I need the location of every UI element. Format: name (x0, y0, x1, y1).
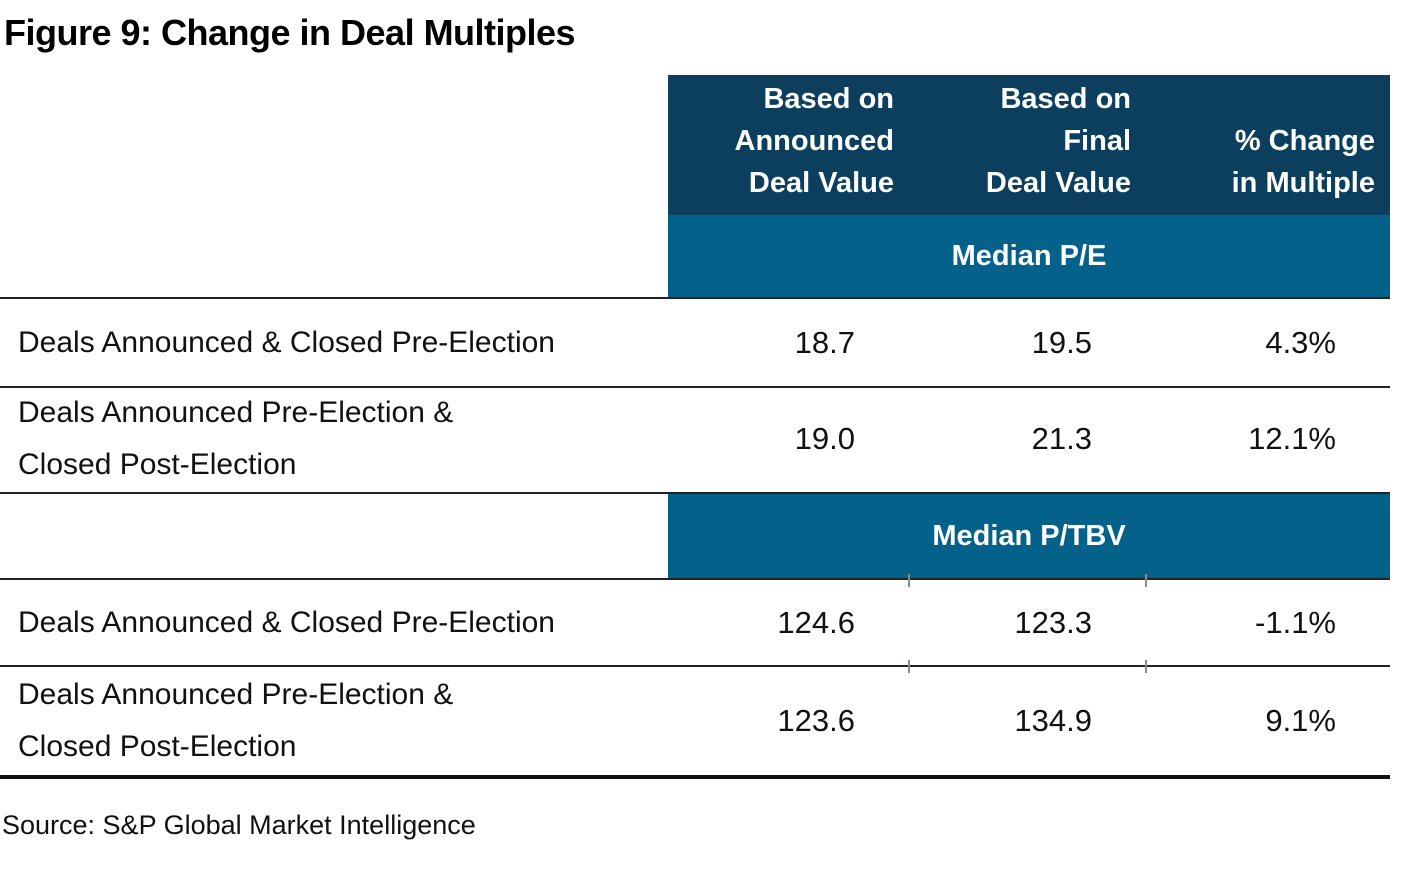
row-divider (0, 297, 1390, 299)
column-tick (1145, 660, 1147, 673)
cell-pct-change: 12.1% (1248, 421, 1336, 456)
cell-pct-change: 9.1% (1265, 703, 1336, 738)
table-bottom-rule (0, 775, 1390, 779)
cell-final-value: 19.5 (1031, 324, 1092, 360)
table-row: Deals Announced Pre-Election & Closed Po… (0, 388, 1390, 490)
header-cell-announced-deal-value: Based on Announced Deal Value (734, 83, 895, 199)
column-tick (908, 660, 910, 673)
cell-pct-change: 4.3% (1265, 324, 1336, 360)
column-tick (908, 574, 910, 587)
row-divider (0, 578, 1390, 580)
row-label: Deals Announced & Closed Pre-Election (18, 605, 555, 639)
cell-announced-value: 123.6 (777, 703, 855, 738)
cell-pct-change: -1.1% (1255, 604, 1336, 640)
cell-final-value: 134.9 (1014, 703, 1092, 738)
cell-final-value: 21.3 (1031, 421, 1092, 456)
cell-announced-value: 18.7 (794, 324, 855, 360)
section-divider (0, 492, 1390, 494)
section-band-median-pe: Median P/E (668, 215, 1390, 297)
cell-final-value: 123.3 (1014, 604, 1092, 640)
header-cell-pct-change: % Change in Multiple (1231, 125, 1375, 199)
row-label: Deals Announced & Closed Pre-Election (18, 325, 555, 359)
section-band-label: Median P/E (951, 239, 1107, 272)
table-row: Deals Announced & Closed Pre-Election 18… (0, 299, 1390, 386)
table-header: Based on Announced Deal Value Based on F… (668, 75, 1390, 215)
row-label: Deals Announced Pre-Election & Closed Po… (18, 678, 454, 763)
section-band-median-ptbv: Median P/TBV (668, 494, 1390, 578)
row-divider (0, 386, 1390, 388)
table-row: Deals Announced & Closed Pre-Election 12… (0, 580, 1390, 665)
row-divider (0, 665, 1390, 667)
column-tick (1145, 574, 1147, 587)
source-note: Source: S&P Global Market Intelligence (2, 810, 476, 840)
cell-announced-value: 124.6 (777, 604, 855, 640)
cell-announced-value: 19.0 (794, 421, 855, 456)
page-title: Figure 9: Change in Deal Multiples (4, 12, 576, 53)
header-cell-final-deal-value: Based on Final Deal Value (985, 83, 1131, 199)
section-band-label: Median P/TBV (932, 519, 1126, 552)
row-label: Deals Announced Pre-Election & Closed Po… (18, 396, 454, 481)
table-row: Deals Announced Pre-Election & Closed Po… (0, 667, 1390, 775)
